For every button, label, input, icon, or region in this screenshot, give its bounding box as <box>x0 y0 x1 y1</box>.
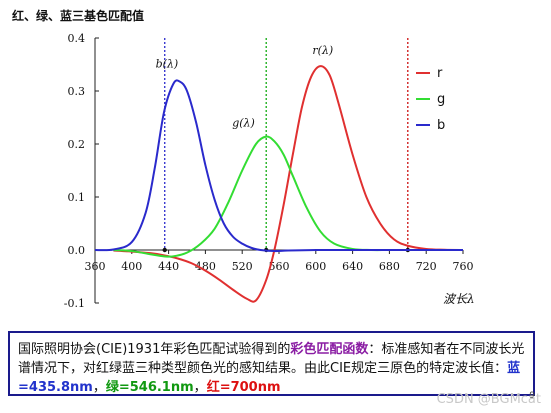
legend-label-g: g <box>437 92 445 107</box>
caption-highlight: 彩色匹配函数 <box>290 342 369 357</box>
chart-title: 红、绿、蓝三基色匹配值 <box>12 8 144 23</box>
blue-wavelength: 蓝=435.8nm <box>18 361 521 395</box>
x-tick-label: 560 <box>269 260 290 273</box>
x-tick-label: 760 <box>453 260 474 273</box>
series-line-r <box>113 65 464 303</box>
caption-box: 国际照明协会(CIE)1931年彩色匹配试验得到的彩色匹配函数：标准感知者在不同… <box>8 331 535 396</box>
series-line-g <box>113 135 463 258</box>
page-number: 9 <box>529 391 535 401</box>
caption-sep-2: ， <box>193 380 207 395</box>
reference-dot <box>162 247 167 253</box>
x-tick-label: 400 <box>121 260 142 273</box>
y-tick-label: -0.1 <box>64 297 85 310</box>
x-tick-label: 600 <box>305 260 326 273</box>
legend-label-r: r <box>437 66 443 81</box>
watermark: CSDN @BGMcat <box>436 392 541 407</box>
caption-sep-1: ， <box>92 380 106 395</box>
caption-text-2: ：标准感知者在不同波长光谱情况下，对红绿蓝三种类型颜色光的感知结果。由此CIE规… <box>18 342 525 376</box>
y-tick-label: 0.1 <box>68 191 86 204</box>
x-tick-label: 520 <box>232 260 253 273</box>
red-wavelength: 红=700nm <box>206 380 281 395</box>
curve-label-r: r(λ) <box>312 44 333 57</box>
caption-text-1: 国际照明协会(CIE)1931年彩色匹配试验得到的 <box>18 342 291 357</box>
curve-label-b: b(λ) <box>156 57 179 70</box>
x-tick-label: 720 <box>416 260 437 273</box>
x-tick-label: 440 <box>158 260 179 273</box>
x-tick-label: 680 <box>379 260 400 273</box>
y-tick-label: 0.2 <box>68 138 86 151</box>
reference-lines <box>162 38 410 253</box>
x-axis-label: 波长λ <box>443 292 475 306</box>
series-line-b <box>94 79 463 253</box>
y-tick-label: 0.3 <box>68 85 86 98</box>
x-tick-label: 480 <box>195 260 216 273</box>
x-tick-label: 640 <box>342 260 363 273</box>
legend-label-b: b <box>437 118 445 133</box>
chart: 红、绿、蓝三基色匹配值 -0.1 0.0 0.1 0.2 0.3 0.4 360 400 440… <box>12 8 475 310</box>
chart-series <box>94 65 464 303</box>
curve-label-g: g(λ) <box>232 117 255 130</box>
curve-labels: r(λ) g(λ) b(λ) <box>156 44 334 129</box>
green-wavelength: 绿=546.1nm <box>105 380 194 395</box>
chart-legend: rgb <box>416 66 445 133</box>
x-tick-label: 360 <box>85 260 106 273</box>
chart-axes: -0.1 0.0 0.1 0.2 0.3 0.4 360 400 440 480 520 560 600… <box>64 32 474 310</box>
y-tick-label: 0.0 <box>68 244 86 257</box>
y-tick-label: 0.4 <box>68 32 86 45</box>
